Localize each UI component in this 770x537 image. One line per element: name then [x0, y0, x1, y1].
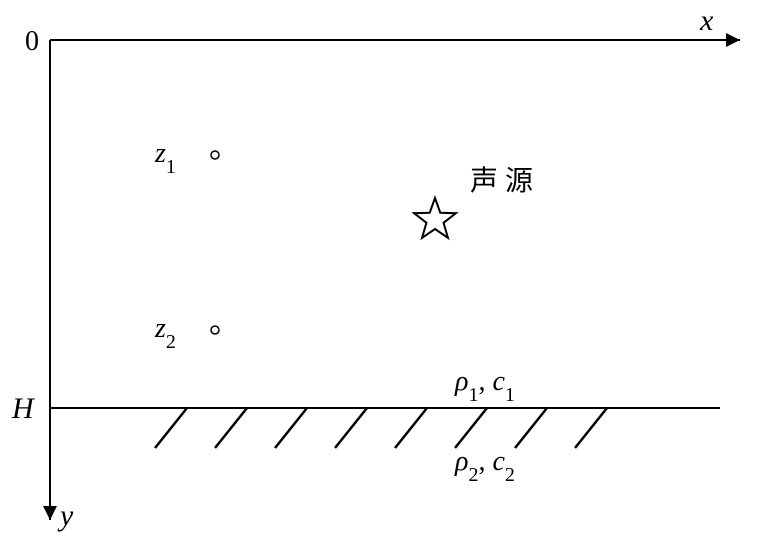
medium-upper-label: ρ1, c1 [454, 366, 515, 406]
hatch-line [275, 408, 307, 448]
hatch-line [215, 408, 247, 448]
hatch-line [575, 408, 607, 448]
y-axis-arrowhead [43, 506, 57, 520]
hatch-line [455, 408, 487, 448]
x-axis-arrowhead [726, 33, 740, 47]
z1-label: z1 [154, 138, 176, 178]
x-axis-label: x [699, 4, 714, 37]
depth-H-label: H [11, 392, 36, 425]
hatch-line [155, 408, 187, 448]
origin-label: 0 [25, 26, 39, 57]
y-axis-label: y [57, 499, 74, 532]
z2-point-marker [211, 326, 219, 334]
diagram-canvas: x y 0 z1 z2 声 源 H ρ1, c1 ρ2, c2 [0, 0, 770, 537]
sound-source-star-icon [414, 198, 456, 238]
hatch-group [155, 408, 607, 448]
sound-source-label: 声 源 [470, 165, 533, 197]
hatch-line [515, 408, 547, 448]
hatch-line [395, 408, 427, 448]
medium-lower-label: ρ2, c2 [454, 446, 515, 486]
hatch-line [335, 408, 367, 448]
z2-label: z2 [154, 313, 176, 353]
z1-point-marker [211, 151, 219, 159]
